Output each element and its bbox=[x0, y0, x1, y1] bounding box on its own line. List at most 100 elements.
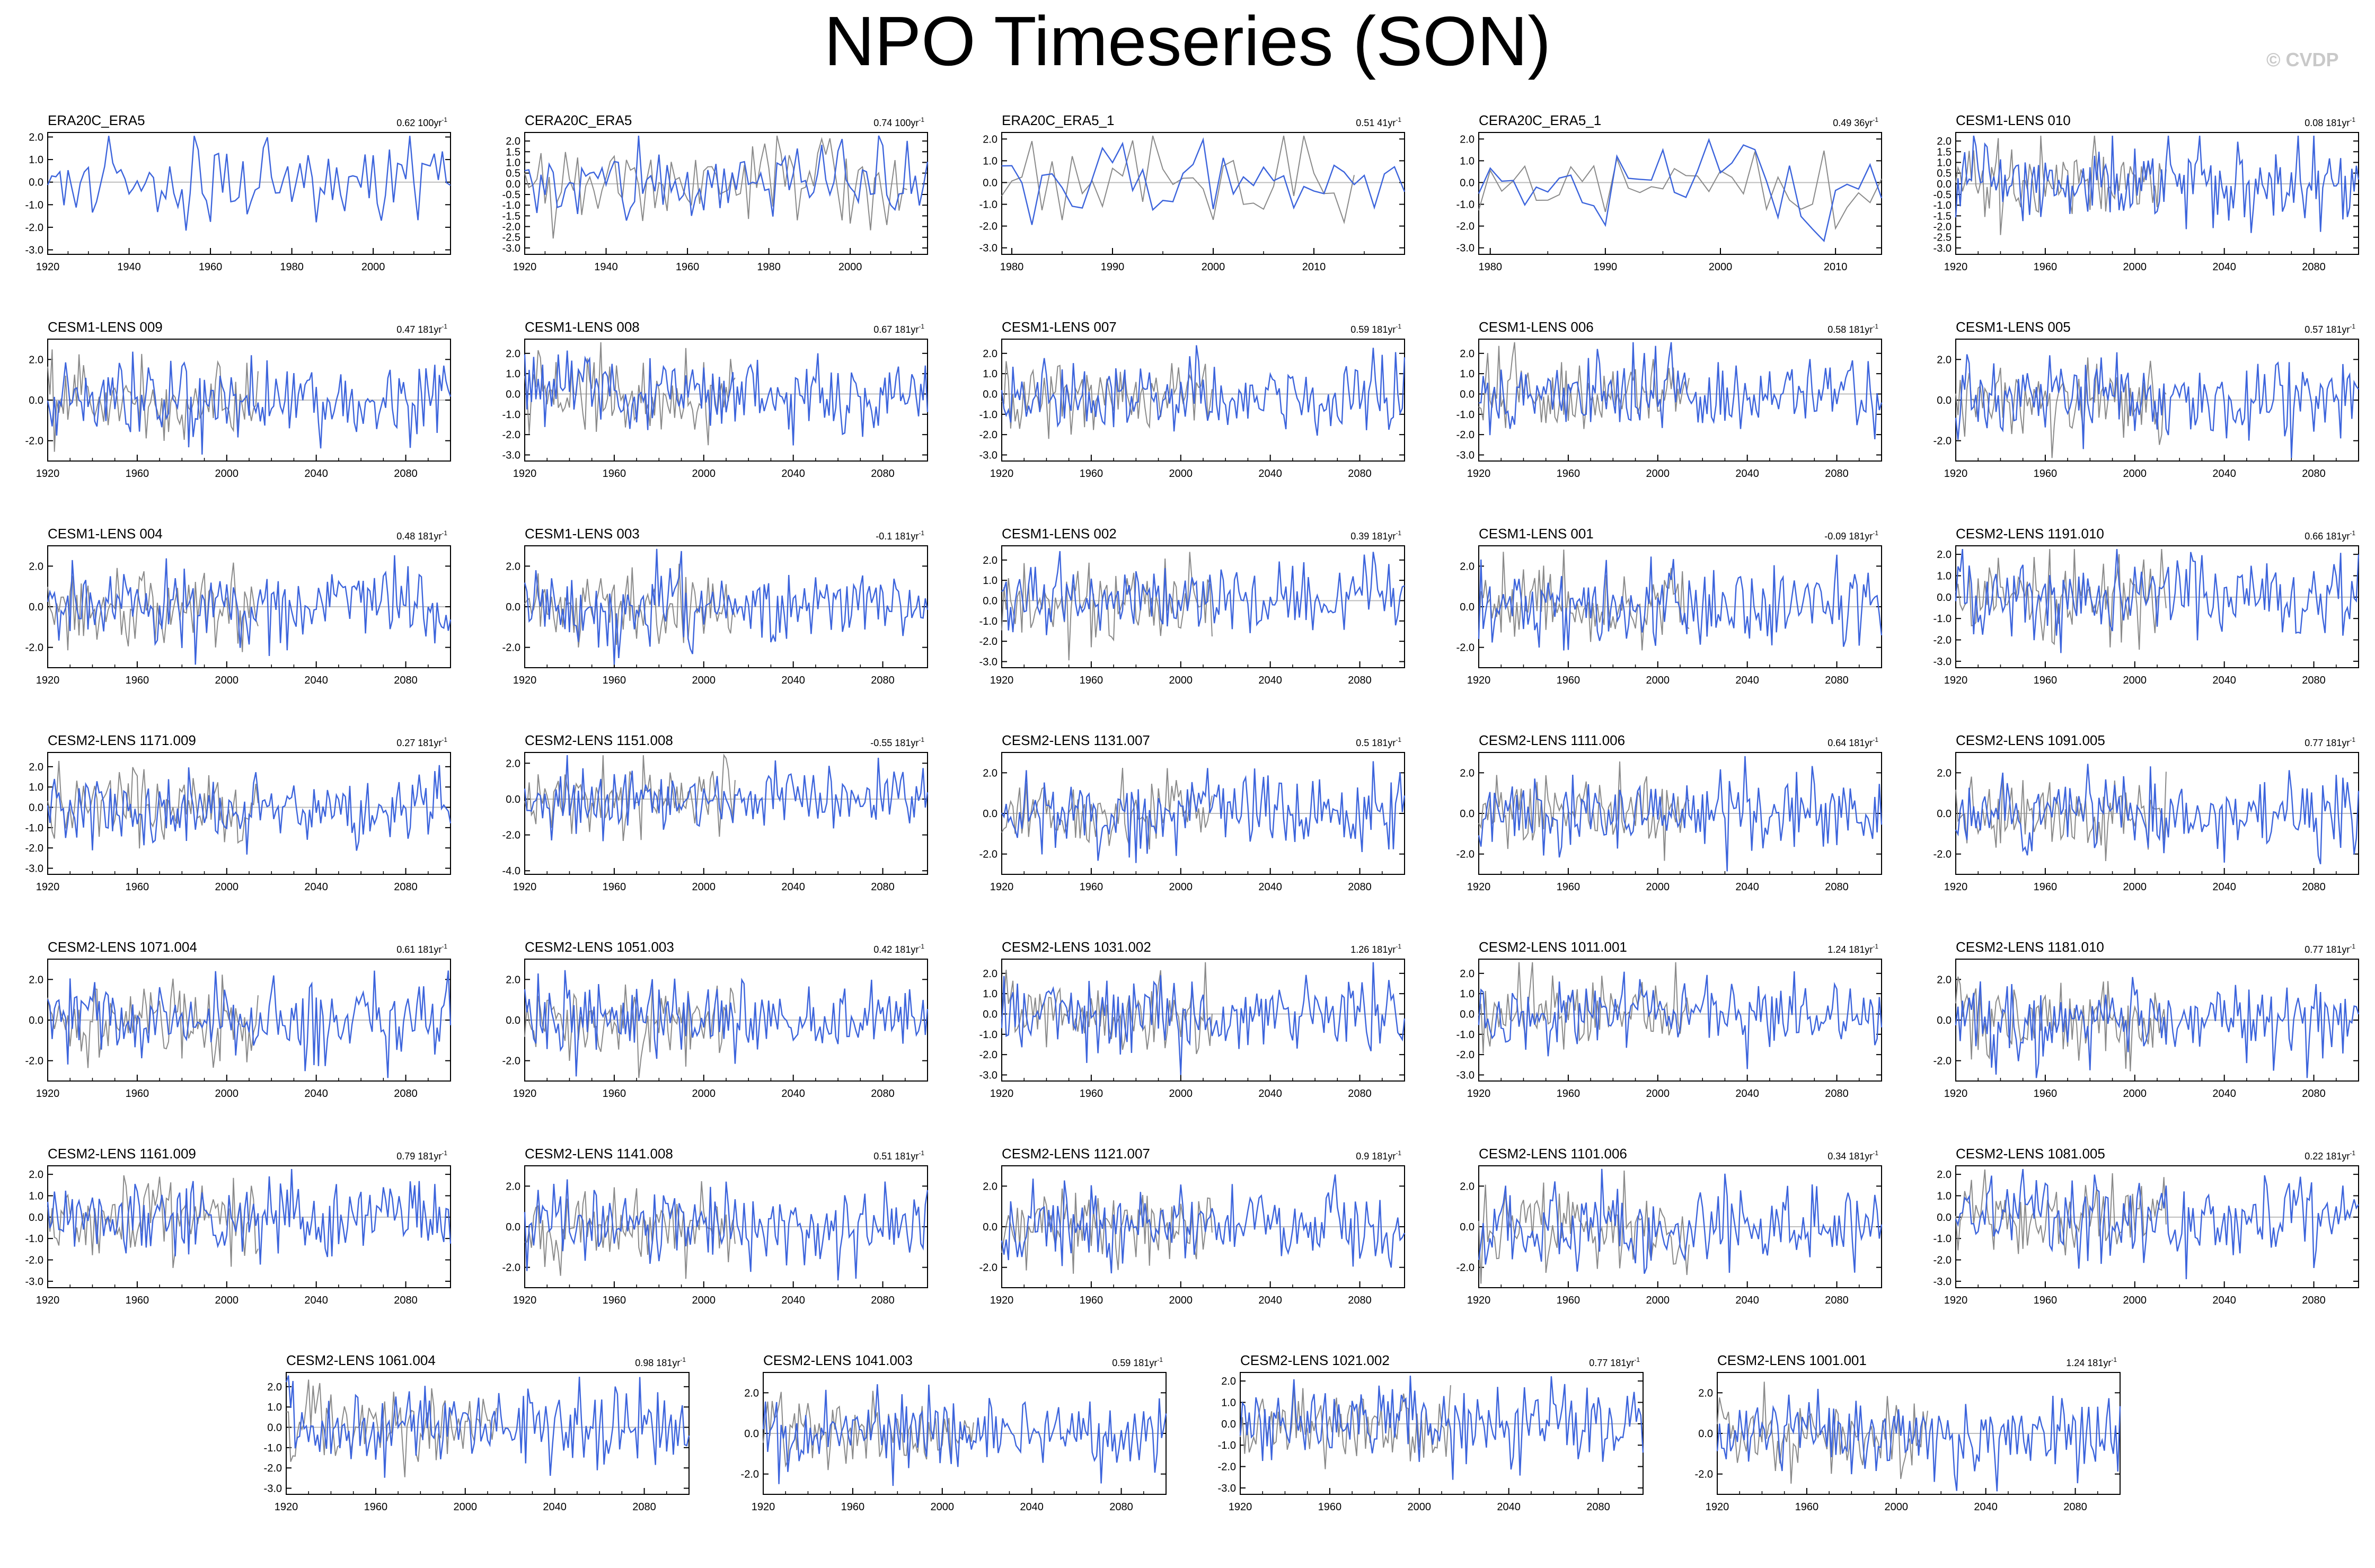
x-tick-label: 2000 bbox=[215, 675, 239, 686]
x-tick-label: 1920 bbox=[1944, 261, 1968, 273]
y-tick-label: -2.0 bbox=[1456, 1262, 1475, 1274]
x-tick-label: 1980 bbox=[1478, 261, 1502, 273]
model-series-line bbox=[524, 350, 929, 446]
x-tick-label: 2080 bbox=[394, 468, 418, 480]
y-tick-label: -1.0 bbox=[1456, 1029, 1475, 1041]
x-tick-label: 2000 bbox=[215, 881, 239, 893]
y-tick-label: 0.0 bbox=[983, 1009, 997, 1021]
x-tick-label: 1960 bbox=[1080, 1088, 1103, 1100]
y-tick-label: -3.0 bbox=[1218, 1483, 1236, 1494]
panel-title: ERA20C_ERA5_1 bbox=[1002, 112, 1114, 128]
x-tick-label: 2040 bbox=[304, 468, 328, 480]
y-tick-label: 2.0 bbox=[29, 132, 43, 144]
x-tick-label: 1960 bbox=[1080, 881, 1103, 893]
x-tick-label: 1920 bbox=[1706, 1501, 1729, 1513]
chart-panel: CESM2-LENS 1031.002 1.26 181yr-1 -3.0 -2.0 -… bbox=[979, 939, 1406, 1100]
y-tick-label: -1.0 bbox=[1933, 200, 1952, 211]
chart-panel: CESM2-LENS 1131.007 0.5 181yr-1 -2.0 0.0 2.0… bbox=[979, 732, 1406, 893]
y-tick-label: -1.0 bbox=[264, 1442, 282, 1454]
x-tick-label: 2080 bbox=[394, 675, 418, 686]
panel-title: CESM2-LENS 1061.004 bbox=[286, 1352, 436, 1368]
y-tick-label: -1.0 bbox=[979, 616, 997, 627]
x-tick-label: 2000 bbox=[2123, 468, 2147, 480]
trend-label: 0.34 181yr-1 bbox=[1827, 1149, 1878, 1162]
x-tick-label: 2000 bbox=[1885, 1501, 1909, 1513]
y-tick-label: 0.0 bbox=[29, 177, 43, 189]
x-tick-label: 1920 bbox=[1944, 675, 1968, 686]
trend-label: 0.67 181yr-1 bbox=[873, 323, 924, 335]
observed-series-line bbox=[1001, 1188, 1213, 1274]
x-tick-label: 2080 bbox=[2302, 881, 2326, 893]
x-tick-label: 1960 bbox=[2034, 881, 2058, 893]
x-tick-label: 2000 bbox=[838, 261, 862, 273]
x-tick-label: 2080 bbox=[1825, 1088, 1849, 1100]
x-tick-label: 1960 bbox=[1318, 1501, 1342, 1513]
y-tick-label: -3.0 bbox=[1933, 1276, 1952, 1288]
plot-frame bbox=[286, 1372, 690, 1495]
x-tick-label: 2040 bbox=[1735, 468, 1759, 480]
x-tick-label: 2080 bbox=[871, 1295, 895, 1306]
model-series-line bbox=[1001, 761, 1406, 863]
x-tick-label: 1990 bbox=[1594, 261, 1618, 273]
x-tick-label: 2040 bbox=[2212, 261, 2236, 273]
chart-panel: CESM2-LENS 1141.008 0.51 181yr-1 -2.0 0.0 2.… bbox=[502, 1146, 929, 1306]
x-tick-label: 2000 bbox=[692, 881, 716, 893]
x-tick-label: 2040 bbox=[1497, 1501, 1521, 1513]
y-tick-label: 0.0 bbox=[506, 389, 520, 401]
x-tick-label: 2000 bbox=[215, 1295, 239, 1306]
y-tick-label: -1.0 bbox=[979, 1029, 997, 1041]
x-tick-label: 2040 bbox=[2212, 1088, 2236, 1100]
y-tick-label: -2.0 bbox=[25, 222, 43, 234]
x-tick-label: 2000 bbox=[692, 1295, 716, 1306]
x-tick-label: 1960 bbox=[841, 1501, 865, 1513]
x-tick-label: 2040 bbox=[2212, 1295, 2236, 1306]
y-tick-label: 0.5 bbox=[506, 168, 520, 180]
y-tick-label: -2.0 bbox=[1933, 436, 1952, 447]
x-tick-label: 1920 bbox=[36, 881, 60, 893]
x-tick-label: 2000 bbox=[692, 675, 716, 686]
plot-frame bbox=[47, 132, 451, 255]
chart-panel: CESM2-LENS 1091.005 0.77 181yr-1 -2.0 0.0 2.… bbox=[1933, 732, 2360, 893]
model-series-line bbox=[47, 555, 452, 665]
y-tick-label: -2.0 bbox=[979, 1262, 997, 1274]
y-tick-label: -4.0 bbox=[502, 865, 520, 877]
y-tick-label: 0.0 bbox=[29, 1015, 43, 1026]
y-tick-label: 2.0 bbox=[1460, 348, 1475, 360]
panel-title: CESM2-LENS 1011.001 bbox=[1479, 939, 1627, 955]
panel-title: CESM2-LENS 1101.006 bbox=[1479, 1146, 1627, 1162]
y-tick-label: -2.0 bbox=[979, 1049, 997, 1061]
x-tick-label: 1960 bbox=[1557, 881, 1581, 893]
panel-title: CESM1-LENS 009 bbox=[48, 319, 163, 335]
x-tick-label: 1960 bbox=[1795, 1501, 1819, 1513]
x-tick-label: 1920 bbox=[990, 468, 1014, 480]
x-tick-label: 1960 bbox=[2034, 1295, 2058, 1306]
chart-panel: CESM1-LENS 004 0.48 181yr-1 -2.0 0.0 2.0 1920… bbox=[25, 526, 452, 686]
y-tick-label: 0.0 bbox=[506, 1221, 520, 1233]
model-series-line bbox=[47, 970, 452, 1078]
y-tick-label: 0.0 bbox=[983, 596, 997, 607]
observed-series-line bbox=[47, 975, 259, 1068]
x-tick-label: 1960 bbox=[1080, 1295, 1103, 1306]
model-series-line bbox=[1478, 971, 1883, 1069]
x-tick-label: 2080 bbox=[871, 1088, 895, 1100]
model-series-line bbox=[1478, 342, 1883, 439]
y-tick-label: 2.0 bbox=[506, 136, 520, 147]
y-tick-label: -2.0 bbox=[502, 830, 520, 841]
x-tick-label: 1960 bbox=[1080, 468, 1103, 480]
x-tick-label: 1960 bbox=[1557, 468, 1581, 480]
y-tick-label: -2.5 bbox=[502, 232, 520, 244]
chart-panel: CERA20C_ERA5 0.74 100yr-1 -3.0-2.5-2.0-1.5… bbox=[502, 112, 929, 273]
x-tick-label: 1920 bbox=[990, 1295, 1014, 1306]
x-tick-label: 1960 bbox=[364, 1501, 388, 1513]
trend-label: 0.62 100yr-1 bbox=[396, 116, 447, 128]
panel-title: CERA20C_ERA5_1 bbox=[1479, 112, 1601, 128]
x-tick-label: 1960 bbox=[199, 261, 223, 273]
y-tick-label: -2.0 bbox=[1456, 1049, 1475, 1061]
x-tick-label: 2040 bbox=[543, 1501, 567, 1513]
model-series-line bbox=[524, 1179, 929, 1281]
trend-label: 0.49 36yr-1 bbox=[1833, 116, 1878, 128]
x-tick-label: 1960 bbox=[1557, 1295, 1581, 1306]
y-tick-label: -1.0 bbox=[502, 200, 520, 211]
y-tick-label: -1.0 bbox=[1456, 409, 1475, 421]
y-tick-label: 0.0 bbox=[983, 389, 997, 401]
